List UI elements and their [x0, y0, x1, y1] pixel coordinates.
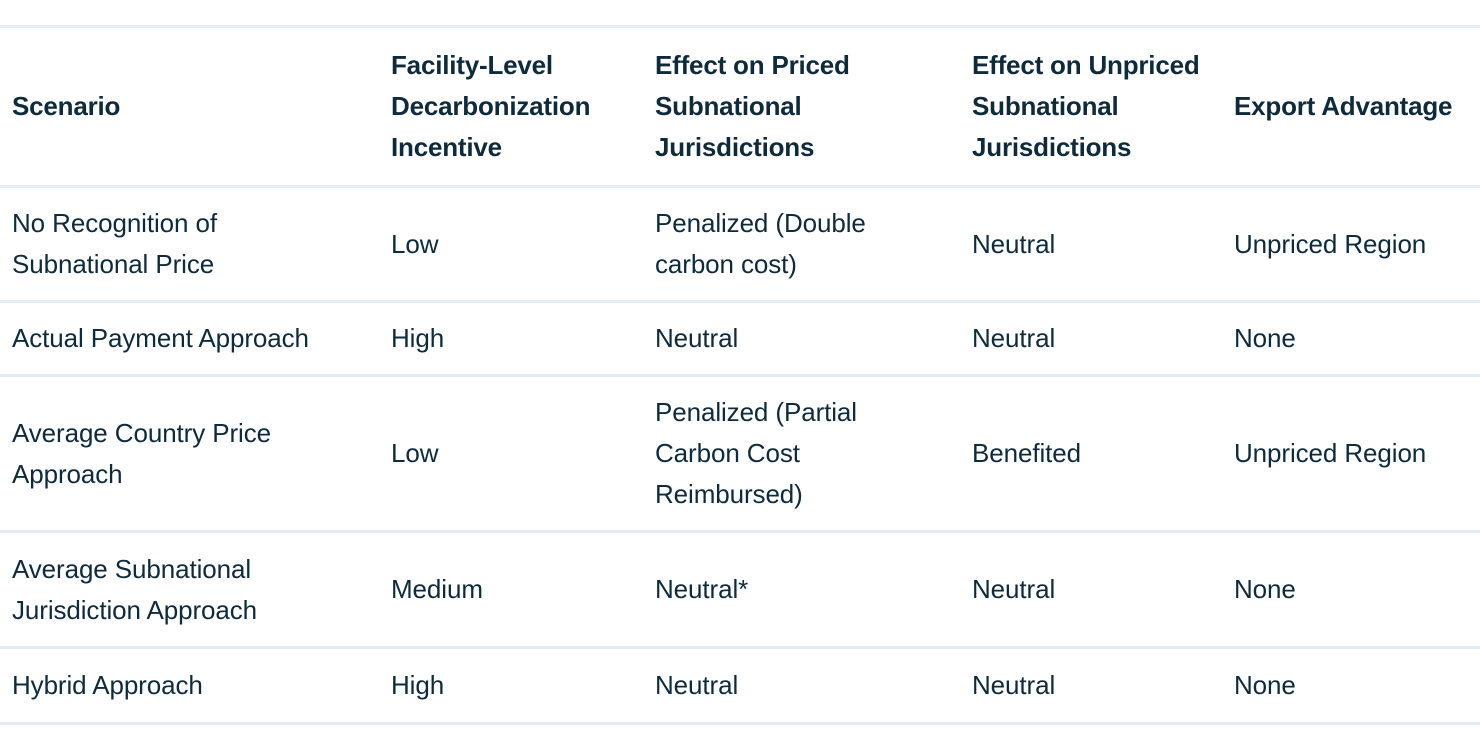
table-row: Average Subnational Jurisdiction Approac…	[0, 532, 1480, 648]
header-scenario: Scenario	[12, 91, 121, 121]
table-row: Actual Payment Approach High Neutral Neu…	[0, 302, 1480, 376]
cell-facility-incentive: Medium	[391, 574, 483, 604]
cell-effect-unpriced: Neutral	[972, 670, 1056, 700]
cell-effect-priced: Penalized (Double carbon cost)	[655, 208, 866, 279]
header-row: Scenario Facility-Level Decarbonization …	[0, 26, 1480, 187]
scenario-comparison-table: Scenario Facility-Level Decarbonization …	[0, 25, 1480, 725]
cell-export-advantage: None	[1234, 670, 1296, 700]
table-row: No Recognition of Subnational Price Low …	[0, 187, 1480, 302]
cell-scenario: Average Subnational Jurisdiction Approac…	[12, 553, 258, 625]
cell-effect-priced: Penalized (Partial Carbon Cost Reimburse…	[655, 397, 857, 509]
cell-effect-unpriced: Neutral	[972, 323, 1056, 353]
cell-facility-incentive: High	[391, 323, 445, 353]
cell-effect-unpriced: Neutral	[972, 574, 1056, 604]
cell-export-advantage: None	[1234, 574, 1296, 604]
table-row: Hybrid Approach High Neutral Neutral Non…	[0, 648, 1480, 724]
cell-facility-incentive: Low	[391, 228, 439, 259]
cell-effect-priced: Neutral	[655, 323, 739, 353]
cell-scenario: Average Country Price Approach	[12, 417, 271, 489]
header-export-advantage: Export Advantage	[1234, 91, 1453, 121]
cell-scenario: Actual Payment Approach	[12, 323, 309, 353]
cell-export-advantage: Unpriced Region	[1234, 438, 1427, 468]
header-effect-priced: Effect on Priced Subnational Jurisdictio…	[655, 50, 850, 162]
cell-scenario: Hybrid Approach	[12, 670, 203, 700]
header-effect-unpriced: Effect on Unpriced Subnational Jurisdict…	[972, 50, 1200, 162]
cell-scenario: No Recognition of Subnational Price	[12, 208, 217, 279]
cell-effect-unpriced: Neutral	[972, 228, 1056, 259]
cell-facility-incentive: High	[391, 670, 445, 700]
cell-effect-priced: Neutral*	[655, 574, 749, 604]
cell-facility-incentive: Low	[391, 438, 439, 468]
cell-effect-unpriced: Benefited	[972, 438, 1081, 468]
table-body: No Recognition of Subnational Price Low …	[0, 187, 1480, 724]
cell-export-advantage: Unpriced Region	[1234, 228, 1427, 259]
table-header: Scenario Facility-Level Decarbonization …	[0, 26, 1480, 187]
cell-export-advantage: None	[1234, 323, 1296, 353]
table-row: Average Country Price Approach Low Penal…	[0, 376, 1480, 532]
header-facility-incentive: Facility-Level Decarbonization Incentive	[391, 50, 591, 162]
cell-effect-priced: Neutral	[655, 670, 739, 700]
